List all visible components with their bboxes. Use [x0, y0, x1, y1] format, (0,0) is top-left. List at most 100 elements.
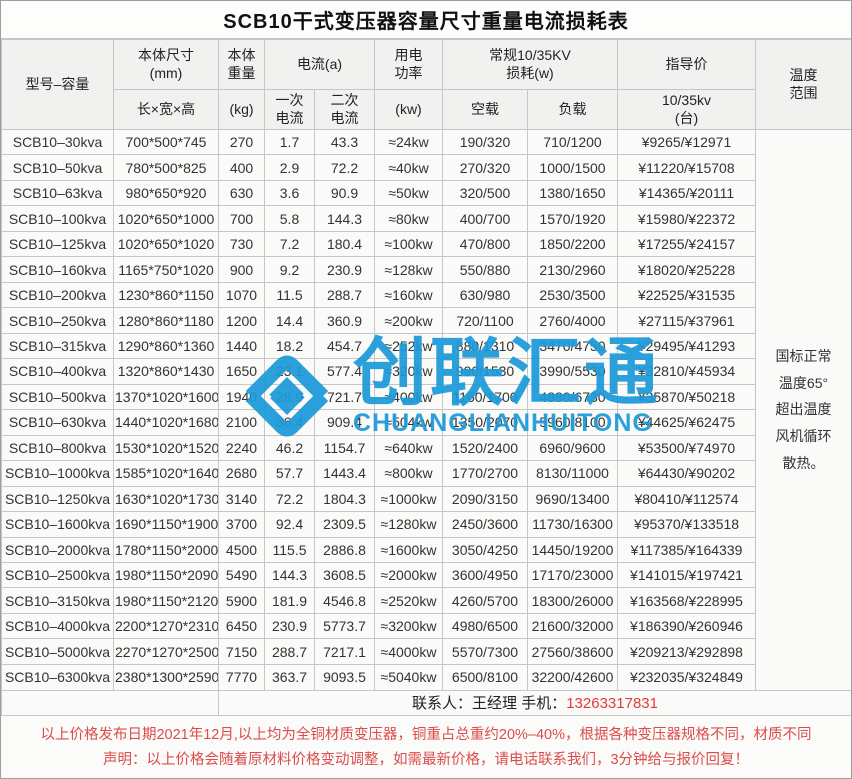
col-subheader-primary-current: 一次 电流: [264, 89, 315, 130]
cell-load-loss: 14450/19200: [527, 536, 618, 563]
cell-weight: 2680: [218, 460, 265, 487]
cell-size: 1370*1020*1600: [113, 383, 219, 411]
cell-model: SCB10–800kva: [1, 434, 114, 462]
cell-weight: 2100: [218, 409, 265, 436]
table-row: SCB10–3150kva 1980*1150*2120 5900 181.9 …: [1, 587, 852, 614]
cell-power: ≈640kw: [374, 434, 443, 462]
cell-power: ≈320kw: [374, 358, 443, 385]
cell-weight: 7150: [218, 638, 265, 665]
cell-price: ¥64430/¥90202: [617, 460, 756, 487]
page-title: SCB10干式变压器容量尺寸重量电流损耗表: [1, 1, 851, 39]
cell-power: ≈5040kw: [374, 663, 443, 691]
col-header-size: 本体尺寸 (mm): [113, 39, 219, 90]
cell-size: 1780*1150*2000: [113, 536, 219, 563]
cell-model: SCB10–30kva: [1, 128, 114, 156]
temperature-line: 散热。: [782, 454, 825, 471]
cell-no-load-loss: 4260/5700: [442, 587, 528, 614]
temperature-line: 超出温度: [775, 401, 832, 418]
cell-primary-current: 2.9: [264, 154, 315, 181]
cell-primary-current: 28.9: [264, 383, 315, 411]
cell-secondary-current: 9093.5: [314, 663, 375, 691]
cell-no-load-loss: 2090/3150: [442, 485, 528, 513]
table-row: SCB10–5000kva 2270*1270*2500 7150 288.7 …: [1, 638, 852, 665]
cell-size: 1320*860*1430: [113, 358, 219, 385]
cell-size: 1165*750*1020: [113, 256, 219, 283]
cell-weight: 5900: [218, 587, 265, 614]
table-row: SCB10–400kva 1320*860*1430 1650 23.1 577…: [1, 358, 852, 385]
cell-size: 1690*1150*1900: [113, 511, 219, 538]
cell-secondary-current: 909.4: [314, 409, 375, 436]
cell-secondary-current: 3608.5: [314, 561, 375, 589]
col-subheader-power: (kw): [374, 89, 443, 130]
contact-cell: 联系人：王经理 手机：13263317831: [218, 689, 851, 717]
table-row: SCB10–630kva 1440*1020*1680 2100 36.4 90…: [1, 409, 852, 436]
cell-price: ¥163568/¥228995: [617, 587, 756, 614]
cell-load-loss: 18300/26000: [527, 587, 618, 614]
col-subheader-size: 长×宽×高: [113, 89, 219, 130]
cell-weight: 1070: [218, 281, 265, 309]
cell-secondary-current: 72.2: [314, 154, 375, 181]
cell-primary-current: 181.9: [264, 587, 315, 614]
price-notes: 以上价格发布日期2021年12月,以上均为全铜材质变压器，铜重占总重约20%–4…: [1, 716, 851, 778]
cell-weight: 6450: [218, 612, 265, 640]
cell-no-load-loss: 880/1310: [442, 332, 528, 360]
cell-primary-current: 14.4: [264, 307, 315, 334]
cell-secondary-current: 4546.8: [314, 587, 375, 614]
contact-text: 联系人：王经理 手机：: [412, 695, 567, 713]
cell-power: ≈400kw: [374, 383, 443, 411]
cell-size: 2270*1270*2500: [113, 638, 219, 665]
cell-load-loss: 27560/38600: [527, 638, 618, 665]
cell-model: SCB10–5000kva: [1, 638, 114, 665]
cell-load-loss: 2530/3500: [527, 281, 618, 309]
table-row: SCB10–30kva 700*500*745 270 1.7 43.3 ≈24…: [1, 128, 851, 691]
cell-secondary-current: 1154.7: [314, 434, 375, 462]
cell-no-load-loss: 720/1100: [442, 307, 528, 334]
cell-size: 1020*650*1020: [113, 230, 219, 258]
cell-size: 980*650*920: [113, 179, 219, 207]
cell-size: 780*500*825: [113, 154, 219, 181]
col-subheader-load: 负载: [527, 89, 618, 130]
cell-power: ≈128kw: [374, 256, 443, 283]
cell-model: SCB10–1600kva: [1, 511, 114, 538]
cell-primary-current: 230.9: [264, 612, 315, 640]
cell-load-loss: 5960/8100: [527, 409, 618, 436]
cell-size: 1290*860*1360: [113, 332, 219, 360]
cell-weight: 1940: [218, 383, 265, 411]
table-row: SCB10–160kva 1165*750*1020 900 9.2 230.9…: [1, 256, 852, 283]
cell-secondary-current: 90.9: [314, 179, 375, 207]
col-header-model: 型号–容量: [1, 39, 114, 130]
cell-size: 1630*1020*1730: [113, 485, 219, 513]
cell-power: ≈252kw: [374, 332, 443, 360]
table-row: SCB10–315kva 1290*860*1360 1440 18.2 454…: [1, 332, 852, 360]
cell-secondary-current: 230.9: [314, 256, 375, 283]
cell-secondary-current: 180.4: [314, 230, 375, 258]
cell-primary-current: 23.1: [264, 358, 315, 385]
cell-weight: 900: [218, 256, 265, 283]
cell-model: SCB10–400kva: [1, 358, 114, 385]
cell-secondary-current: 721.7: [314, 383, 375, 411]
cell-load-loss: 32200/42600: [527, 663, 618, 691]
cell-weight: 4500: [218, 536, 265, 563]
table-row: SCB10–125kva 1020*650*1020 730 7.2 180.4…: [1, 230, 852, 258]
note-line-1: 以上价格发布日期2021年12月,以上均为全铜材质变压器，铜重占总重约20%–4…: [40, 727, 812, 743]
cell-price: ¥209213/¥292898: [617, 638, 756, 665]
cell-secondary-current: 1443.4: [314, 460, 375, 487]
cell-no-load-loss: 3600/4950: [442, 561, 528, 589]
header-row-2: 长×宽×高 (kg) 一次 电流 二次 电流 (kw) 空载 负载 10/35k…: [2, 89, 852, 130]
cell-load-loss: 710/1200: [527, 128, 618, 156]
cell-secondary-current: 7217.1: [314, 638, 375, 665]
cell-no-load-loss: 1350/2070: [442, 409, 528, 436]
cell-secondary-current: 288.7: [314, 281, 375, 309]
cell-primary-current: 115.5: [264, 536, 315, 563]
cell-weight: 270: [218, 128, 265, 156]
cell-price: ¥80410/¥112574: [617, 485, 756, 513]
cell-primary-current: 46.2: [264, 434, 315, 462]
table-body: SCB10–30kva 700*500*745 270 1.7 43.3 ≈24…: [1, 128, 852, 691]
cell-size: 1440*1020*1680: [113, 409, 219, 436]
cell-size: 1230*860*1150: [113, 281, 219, 309]
cell-model: SCB10–1250kva: [1, 485, 114, 513]
cell-model: SCB10–630kva: [1, 409, 114, 436]
cell-model: SCB10–250kva: [1, 307, 114, 334]
table-row: SCB10–63kva 980*650*920 630 3.6 90.9 ≈50…: [1, 179, 852, 207]
cell-price: ¥18020/¥25228: [617, 256, 756, 283]
